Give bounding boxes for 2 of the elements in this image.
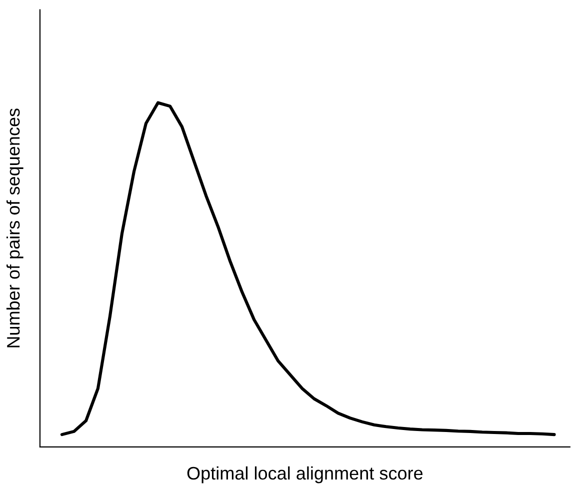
y-axis-title: Number of pairs of sequences — [6, 108, 24, 348]
x-axis-title: Optimal local alignment score — [187, 466, 423, 484]
